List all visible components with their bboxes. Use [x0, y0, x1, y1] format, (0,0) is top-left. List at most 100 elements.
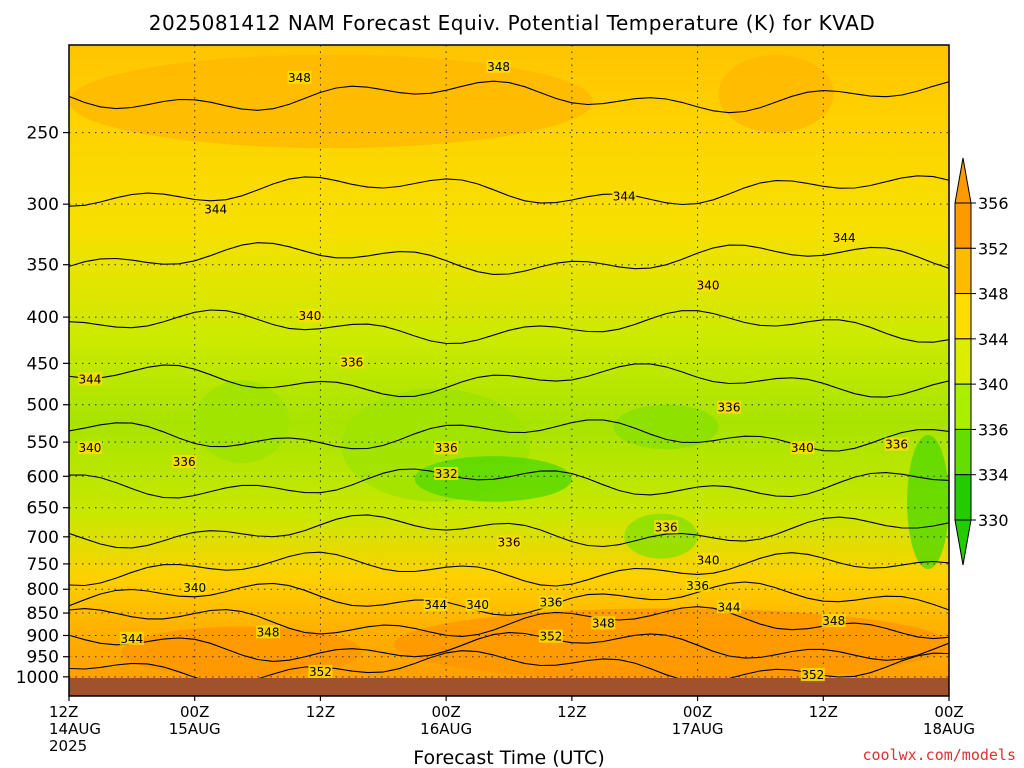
- contour-label: 336: [686, 579, 709, 593]
- contour-label-bg: [800, 668, 825, 682]
- colorbar-label: 340: [978, 375, 1009, 394]
- contour-label: 344: [613, 190, 636, 204]
- contour-label-bg: [119, 631, 144, 645]
- y-tick-label: 1000: [16, 668, 59, 688]
- x-tick-label: 12Z: [809, 703, 838, 721]
- x-tick-label: 17AUG: [672, 720, 724, 738]
- y-tick-label: 600: [27, 467, 59, 487]
- y-tick-label: 850: [27, 604, 59, 624]
- contour-label-bg: [434, 441, 459, 455]
- x-axis-label: Forecast Time (UTC): [413, 747, 604, 768]
- credit-text: coolwx.com/models: [862, 746, 1016, 764]
- contour-label: 344: [424, 598, 447, 612]
- contour-label-bg: [821, 614, 846, 628]
- contour-label: 352: [539, 630, 562, 644]
- contour-label-bg: [696, 553, 721, 567]
- colorbar-label: 336: [978, 420, 1009, 439]
- contour-label: 332: [435, 467, 458, 481]
- contour-label: 336: [340, 355, 363, 369]
- x-tick-label: 2025: [49, 737, 87, 755]
- contour-label: 340: [697, 553, 720, 567]
- contour-label-bg: [465, 598, 490, 612]
- x-tick-label: 18AUG: [923, 720, 975, 738]
- contour-label-bg: [434, 466, 459, 480]
- contour-label: 340: [183, 581, 206, 595]
- field-patch-5: [613, 404, 719, 450]
- colorbar-label: 330: [978, 511, 1009, 530]
- contour-label-bg: [685, 578, 710, 592]
- y-tick-label: 800: [27, 580, 59, 600]
- contour-label: 336: [498, 535, 521, 549]
- contour-label-bg: [591, 616, 616, 630]
- y-tick-label: 250: [27, 124, 59, 144]
- x-tick-label: 12Z: [557, 703, 586, 721]
- contour-line-1: [69, 175, 949, 207]
- contour-label-bg: [717, 400, 741, 414]
- colorbar-segment: [954, 202, 972, 249]
- contour-label: 336: [435, 441, 458, 455]
- contour-label-bg: [486, 59, 511, 73]
- x-tick-label: 12Z: [306, 703, 335, 721]
- contour-label-bg: [612, 189, 637, 203]
- contour-label: 348: [822, 614, 845, 628]
- field-patch-2: [194, 380, 289, 463]
- field-patch-8: [121, 626, 363, 677]
- contour-label-bg: [717, 600, 741, 614]
- contour-line-3: [69, 309, 949, 345]
- y-tick-label: 500: [27, 396, 59, 416]
- y-tick-label: 650: [27, 499, 59, 519]
- colorbar-label: 344: [978, 330, 1009, 349]
- contour-label-bg: [256, 625, 281, 639]
- field-patch-9: [393, 608, 949, 681]
- colorbar-extend-low: [954, 519, 972, 566]
- contour-label: 344: [120, 632, 143, 646]
- contour-label: 336: [718, 401, 741, 415]
- contour-label-bg: [538, 629, 563, 643]
- contour-field: [69, 45, 949, 696]
- contour-label: 336: [655, 520, 678, 534]
- contour-label: 340: [298, 309, 321, 323]
- x-tick-label: 00Z: [934, 703, 963, 721]
- contour-label: 344: [833, 231, 856, 245]
- contour-label: 344: [204, 203, 227, 217]
- contour-label-bg: [884, 437, 909, 451]
- contour-line-2: [69, 242, 949, 275]
- x-tick-label: 00Z: [683, 703, 712, 721]
- contour-label-bg: [287, 70, 312, 84]
- x-tick-label: 00Z: [180, 703, 209, 721]
- contour-label-bg: [77, 372, 102, 386]
- contour-label-bg: [538, 595, 563, 609]
- contour-label: 348: [288, 71, 311, 85]
- contour-label: 336: [885, 438, 908, 452]
- x-tick-label: 14AUG: [49, 720, 101, 738]
- colorbar-extend-high: [954, 157, 972, 204]
- y-tick-label: 400: [27, 308, 59, 328]
- colorbar-segment: [954, 383, 972, 430]
- colorbar-segment: [954, 293, 972, 340]
- contour-line-0: [69, 80, 949, 114]
- y-tick-label: 450: [27, 354, 59, 374]
- chart-title: 2025081412 NAM Forecast Equiv. Potential…: [149, 11, 875, 35]
- y-tick-label: 700: [27, 528, 59, 548]
- contour-label: 352: [801, 668, 824, 682]
- contour-label: 340: [697, 279, 720, 293]
- contour-line-10: [69, 606, 949, 640]
- contour-line-7: [69, 514, 949, 549]
- contour-label-bg: [203, 202, 228, 216]
- contour-label: 348: [487, 60, 510, 74]
- colorbar-segment: [954, 474, 972, 521]
- plot-frame: [68, 44, 950, 697]
- contour-line-6: [69, 468, 949, 499]
- contour-line-11: [69, 632, 949, 662]
- x-tick-label: 16AUG: [420, 720, 472, 738]
- contour-label: 340: [791, 441, 814, 455]
- colorbar-segment: [954, 338, 972, 385]
- contour-label-bg: [339, 355, 364, 369]
- contour-label-bg: [832, 231, 857, 245]
- contour-label-bg: [297, 309, 322, 323]
- y-tick-label: 950: [27, 648, 59, 668]
- contour-label-bg: [423, 598, 448, 612]
- colorbar-label: 348: [978, 285, 1009, 304]
- contour-label: 348: [592, 616, 615, 630]
